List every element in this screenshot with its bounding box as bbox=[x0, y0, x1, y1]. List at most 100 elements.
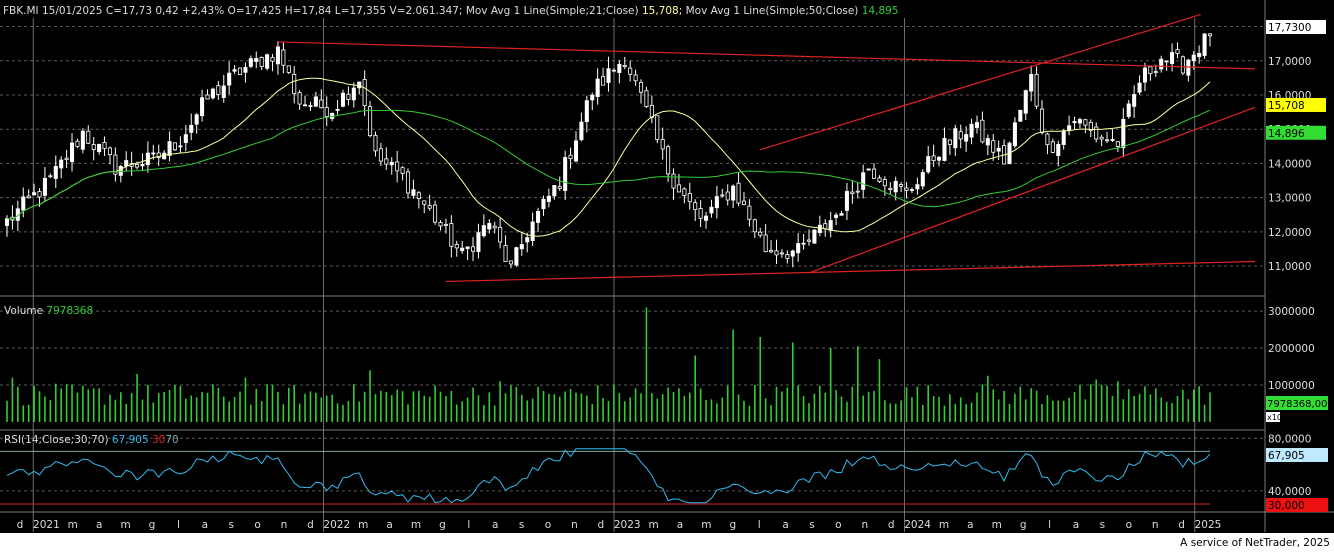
candle-body bbox=[752, 219, 757, 233]
volume-bar bbox=[607, 401, 610, 422]
volume-bar bbox=[1052, 400, 1054, 422]
candle-body bbox=[563, 157, 568, 191]
volume-bar bbox=[889, 403, 892, 422]
volume-series bbox=[6, 307, 1211, 422]
month-tick-label: a bbox=[677, 519, 683, 531]
volume-bar bbox=[613, 384, 615, 422]
volume-bar bbox=[260, 401, 263, 422]
volume-bar bbox=[786, 387, 789, 422]
candle-body bbox=[319, 99, 324, 109]
volume-bar bbox=[1068, 397, 1070, 422]
volume-bar bbox=[1133, 395, 1135, 422]
candle-body bbox=[904, 187, 909, 191]
candle-body bbox=[172, 142, 178, 151]
candle-body bbox=[1099, 136, 1104, 140]
candle-body bbox=[1034, 74, 1039, 107]
candle-body bbox=[1039, 108, 1045, 134]
volume-bar bbox=[1187, 399, 1190, 422]
volume-bar bbox=[802, 396, 805, 422]
volume-bar bbox=[331, 394, 333, 422]
volume-bar bbox=[558, 396, 561, 422]
candle-body bbox=[747, 205, 752, 220]
volume-bar bbox=[87, 389, 90, 422]
candle-body bbox=[4, 218, 10, 226]
volume-bar bbox=[152, 402, 155, 422]
volume-multiplier-badge bbox=[1266, 412, 1280, 422]
candle-body bbox=[91, 144, 96, 150]
candle-body bbox=[817, 224, 822, 233]
volume-bar bbox=[412, 391, 415, 422]
candle-body bbox=[519, 244, 524, 250]
rsi-badge bbox=[1266, 448, 1328, 462]
candle-body bbox=[1045, 133, 1050, 146]
candle-body bbox=[1137, 82, 1142, 93]
month-tick-label: o bbox=[835, 519, 841, 531]
month-tick-label: s bbox=[519, 519, 524, 531]
volume-bar bbox=[1160, 397, 1163, 422]
volume-bar bbox=[959, 397, 962, 422]
volume-bar bbox=[645, 307, 648, 422]
candle-body bbox=[487, 223, 492, 230]
month-tick-label: n bbox=[571, 519, 578, 531]
month-tick-label: a bbox=[1073, 519, 1079, 531]
candle-body bbox=[346, 93, 351, 100]
candle-body bbox=[200, 97, 205, 117]
volume-bar bbox=[44, 396, 46, 422]
price-tick-label: 13,0000 bbox=[1268, 193, 1311, 205]
candle-body bbox=[64, 157, 69, 161]
close-price-badge-text: 17,7300 bbox=[1268, 22, 1311, 34]
candle-body bbox=[606, 68, 611, 83]
candle-body bbox=[292, 74, 297, 95]
month-tick-label: s bbox=[809, 519, 814, 531]
candle-body bbox=[942, 138, 947, 161]
volume-bar bbox=[943, 405, 946, 422]
volume-bar bbox=[1192, 389, 1195, 422]
candle-body bbox=[324, 107, 329, 117]
volume-bar bbox=[22, 405, 25, 422]
volume-bar bbox=[1073, 392, 1076, 422]
volume-bar bbox=[976, 392, 978, 422]
volume-bar bbox=[813, 393, 816, 422]
ma50-badge bbox=[1266, 125, 1326, 140]
year-tick-label: 2023 bbox=[614, 519, 641, 531]
candle-body bbox=[1142, 67, 1147, 83]
candle-body bbox=[232, 69, 237, 72]
month-tick-label: m bbox=[992, 519, 1002, 531]
candle-body bbox=[687, 193, 692, 203]
candle-body bbox=[828, 220, 833, 231]
candle-body bbox=[151, 152, 156, 155]
candle-body bbox=[124, 160, 129, 167]
month-tick-label: m bbox=[68, 519, 78, 531]
candle-body bbox=[465, 246, 470, 249]
volume-bar bbox=[932, 396, 935, 422]
candle-body bbox=[1061, 130, 1066, 145]
volume-bar bbox=[477, 395, 480, 422]
month-tick-label: n bbox=[1152, 519, 1159, 531]
candle-body bbox=[850, 191, 855, 195]
volume-bar bbox=[315, 392, 317, 422]
volume-bar bbox=[672, 392, 675, 422]
volume-bar bbox=[927, 385, 930, 422]
price-tick-label: 17,0000 bbox=[1268, 56, 1311, 68]
volume-bar bbox=[591, 404, 594, 422]
ma21-legend: Mov Avg 1 Line(Simple;21;Close) bbox=[466, 5, 639, 17]
candle-body bbox=[395, 161, 400, 172]
volume-tick-label: 2000000 bbox=[1268, 343, 1315, 355]
candle-body bbox=[254, 58, 259, 62]
volume-bar bbox=[17, 386, 19, 422]
candle-body bbox=[389, 161, 394, 166]
rsi-legend-low: 30 bbox=[152, 434, 165, 446]
volume-bar bbox=[466, 397, 469, 422]
volume-bar bbox=[710, 399, 713, 422]
month-tick-label: a bbox=[492, 519, 498, 531]
month-tick-label: d bbox=[307, 519, 314, 531]
volume-bar bbox=[125, 403, 128, 422]
candle-body bbox=[720, 194, 725, 197]
candle-body bbox=[1067, 125, 1072, 131]
month-tick-label: g bbox=[439, 519, 446, 531]
candle-body bbox=[557, 186, 562, 189]
candle-body bbox=[384, 158, 389, 165]
volume-tick-label: 1000000 bbox=[1268, 380, 1315, 392]
candle-body bbox=[839, 213, 844, 216]
